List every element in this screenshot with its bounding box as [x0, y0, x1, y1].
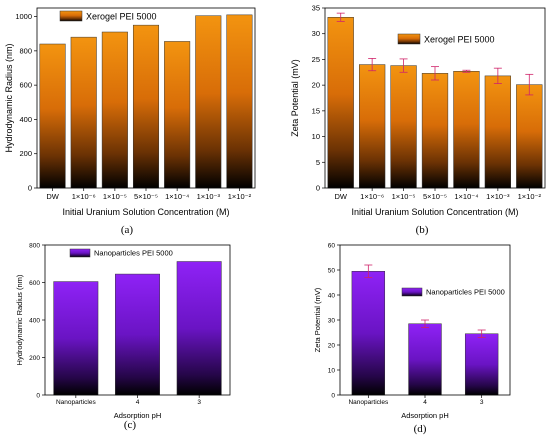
y-tick-label-b-5: 25: [312, 55, 320, 64]
x-tick-label-d-0: Nanoparticles: [348, 399, 388, 406]
y-tick-label-b-0: 0: [316, 184, 320, 193]
bar-a-4: [164, 41, 191, 189]
panel-d-label: (d): [414, 423, 427, 435]
y-tick-label-d-2: 20: [328, 343, 336, 350]
x-tick-label-a-4: 1×10⁻⁴: [165, 192, 189, 201]
y-axis-label-b: Zeta Potential (mV): [290, 59, 300, 137]
x-axis-label-b: Initial Uranium Solution Concentration (…: [351, 207, 518, 217]
x-tick-label-d-2: 3: [480, 399, 484, 406]
x-tick-label-c-1: 4: [136, 399, 140, 406]
y-tick-label-d-4: 40: [328, 293, 336, 300]
plot-frame-a: [36, 7, 256, 189]
plot-frame-b: [324, 7, 546, 189]
x-axis-label-a: Initial Uranium Solution Concentration (…: [62, 207, 229, 217]
y-tick-label-a-3: 600: [19, 81, 32, 90]
x-tick-label-a-5: 1×10⁻³: [197, 192, 221, 201]
y-tick-label-d-1: 10: [328, 368, 336, 375]
x-tick-label-a-0: DW: [46, 192, 59, 201]
panel-c-label: (c): [124, 419, 137, 431]
bar-b-4: [453, 71, 480, 189]
y-axis-label-c: Hydrodynamic Radius (nm): [15, 274, 24, 365]
bar-a-1: [70, 36, 97, 189]
bar-d-0: [351, 271, 386, 396]
bar-a-5: [195, 15, 222, 189]
bar-a-3: [132, 24, 160, 189]
y-tick-label-b-2: 10: [312, 132, 320, 141]
bar-a-6: [226, 14, 253, 189]
bar-d-2: [464, 333, 499, 396]
legend-label-b: Xerogel PEI 5000: [424, 35, 495, 45]
y-tick-label-b-6: 30: [312, 29, 320, 38]
x-tick-label-c-2: 3: [197, 399, 201, 406]
legend-swatch-c: [69, 248, 91, 258]
y-tick-label-d-0: 0: [331, 393, 335, 400]
panel-b-label: (b): [416, 224, 429, 236]
x-tick-label-b-6: 1×10⁻²: [518, 192, 542, 201]
x-tick-label-b-2: 1×10⁻⁵: [392, 192, 416, 201]
bar-a-0: [39, 43, 66, 189]
x-tick-label-a-2: 1×10⁻⁵: [103, 192, 127, 201]
x-tick-label-d-1: 4: [423, 399, 427, 406]
x-tick-label-a-1: 1×10⁻⁶: [72, 192, 96, 201]
x-tick-label-a-3: 5×10⁻⁵: [134, 192, 158, 201]
y-tick-label-c-1: 200: [29, 355, 40, 362]
y-tick-label-a-2: 400: [19, 115, 32, 124]
y-tick-label-a-4: 800: [19, 46, 32, 55]
y-tick-label-b-4: 20: [312, 81, 320, 90]
panel-c: Nanoparticles 4 3 0 200 400 600 800 Hydrodynamic…: [15, 243, 231, 420]
bar-b-6: [516, 84, 543, 189]
y-tick-label-c-4: 800: [29, 243, 40, 250]
legend-swatch-d: [401, 287, 423, 297]
x-tick-label-b-0: DW: [334, 192, 347, 201]
x-tick-label-b-4: 1×10⁻⁴: [454, 192, 478, 201]
y-tick-label-b-7: 35: [312, 4, 320, 13]
y-tick-label-b-3: 15: [312, 106, 320, 115]
x-tick-label-a-6: 1×10⁻²: [228, 192, 252, 201]
y-tick-label-d-5: 50: [328, 268, 336, 275]
bar-b-1: [359, 64, 386, 189]
y-axis-label-a: Hydrodynamic Radius (nm): [4, 43, 14, 152]
legend-swatch-b: [397, 33, 421, 45]
bar-b-3: [421, 73, 449, 189]
bar-b-2: [390, 65, 417, 189]
x-axis-label-d: Adsorption pH: [401, 411, 449, 420]
legend-label-a: Xerogel PEI 5000: [86, 12, 157, 22]
x-axis-label-c: Adsorption pH: [114, 411, 162, 420]
legend-label-d: Nanoparticles PEI 5000: [426, 288, 505, 297]
y-tick-label-a-5: 1000: [15, 12, 32, 21]
y-axis-label-d: Zeta Potential (mV): [313, 287, 322, 352]
legend-label-c: Nanoparticles PEI 5000: [94, 249, 173, 258]
x-tick-label-b-3: 5×10⁻⁵: [423, 192, 447, 201]
panel-a: DW 1×10⁻⁶ 1×10⁻⁵ 5×10⁻⁵ 1×10⁻⁴ 1×10⁻³ 1×10⁻² 0 2…: [4, 7, 256, 217]
y-tick-label-a-0: 0: [28, 184, 32, 193]
y-tick-label-a-1: 200: [19, 149, 32, 158]
bar-d-1: [408, 323, 442, 396]
y-tick-label-c-0: 0: [36, 393, 40, 400]
x-tick-label-b-5: 1×10⁻³: [486, 192, 510, 201]
x-tick-label-b-1: 1×10⁻⁶: [360, 192, 384, 201]
bar-c-0: [53, 281, 99, 396]
y-tick-label-d-6: 60: [328, 243, 336, 250]
bar-c-2: [176, 261, 222, 396]
bar-b-0: [327, 17, 354, 189]
bar-c-1: [115, 273, 160, 396]
y-tick-label-b-1: 5: [316, 158, 320, 167]
x-tick-label-c-0: Nanoparticles: [56, 399, 96, 406]
y-tick-label-c-3: 600: [29, 280, 40, 287]
bar-a-2: [101, 31, 128, 189]
y-tick-label-c-2: 400: [29, 318, 40, 325]
legend-swatch-a: [59, 10, 83, 22]
panel-b: DW 1×10⁻⁶ 1×10⁻⁵ 5×10⁻⁵ 1×10⁻⁴ 1×10⁻³ 1×10⁻² 0 5…: [290, 4, 546, 217]
y-tick-label-d-3: 30: [328, 318, 336, 325]
panel-a-label: (a): [121, 224, 134, 236]
bar-b-5: [484, 75, 511, 189]
